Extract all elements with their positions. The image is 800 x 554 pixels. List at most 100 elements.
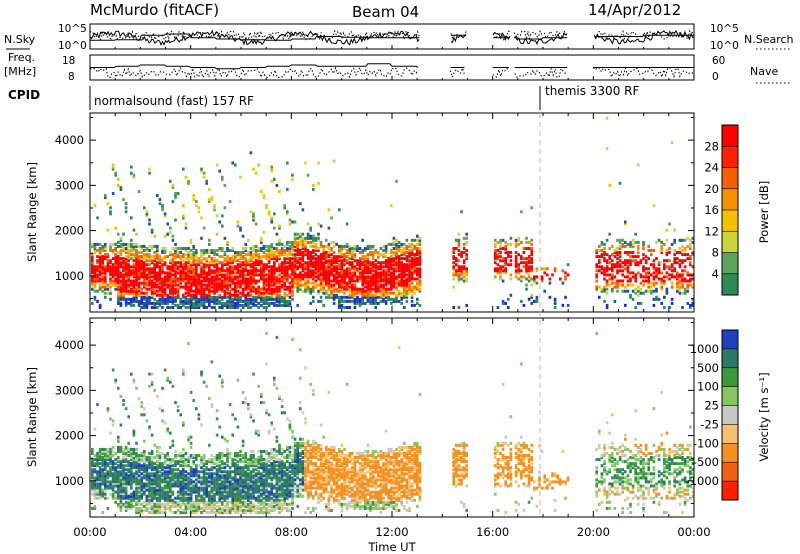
data-cell [122, 496, 125, 500]
data-cell [317, 271, 320, 275]
data-cell [218, 306, 221, 309]
data-cell [122, 470, 125, 474]
data-cell [114, 255, 117, 259]
data-cell [356, 289, 359, 293]
data-cell [176, 494, 180, 498]
data-cell [686, 285, 689, 289]
data-cell [244, 273, 247, 277]
data-cell [98, 283, 102, 287]
data-cell [192, 502, 195, 506]
data-cell [322, 273, 325, 277]
data-cell [340, 306, 344, 309]
data-cell [262, 291, 266, 295]
data-cell [93, 476, 97, 480]
data-cell [179, 257, 182, 261]
data-cell [400, 277, 403, 281]
data-cell [317, 299, 320, 303]
data-cell [213, 261, 216, 265]
data-cell [119, 498, 123, 502]
data-cell [124, 297, 128, 301]
data-cell [223, 236, 227, 240]
data-cell [286, 265, 289, 269]
data-cell [382, 297, 385, 301]
data-cell [143, 460, 146, 464]
data-cell [96, 265, 99, 269]
data-cell [413, 244, 416, 248]
data-cell [348, 271, 351, 275]
data-cell [275, 297, 279, 301]
data-cell [314, 271, 318, 275]
data-cell [114, 480, 117, 484]
data-cell [275, 183, 279, 187]
data-cell [104, 253, 107, 257]
data-cell [369, 247, 372, 250]
data-cell [197, 303, 201, 307]
data-cell [109, 447, 112, 451]
data-cell [195, 478, 198, 482]
data-cell [221, 177, 224, 181]
data-cell [184, 267, 188, 271]
data-cell [600, 267, 604, 271]
data-cell [176, 474, 180, 478]
data-cell [501, 279, 505, 283]
data-cell [335, 293, 338, 297]
data-cell [543, 271, 546, 275]
data-cell [182, 253, 185, 257]
data-cell [114, 273, 117, 277]
data-cell [182, 492, 185, 496]
data-cell [148, 249, 151, 252]
data-cell [93, 277, 97, 281]
data-cell [98, 247, 102, 250]
data-cell [533, 279, 536, 283]
data-cell [200, 301, 203, 305]
data-cell [184, 299, 188, 303]
data-cell [226, 240, 229, 244]
data-cell [353, 267, 357, 271]
data-cell [335, 273, 338, 277]
data-cell [499, 259, 502, 263]
data-cell [195, 271, 198, 275]
data-cell [530, 293, 533, 297]
data-cell [236, 224, 240, 228]
data-cell [156, 283, 159, 287]
data-cell [223, 269, 227, 273]
data-cell [673, 238, 676, 242]
data-cell [223, 279, 227, 283]
data-cell [200, 511, 203, 514]
data-cell [202, 287, 206, 291]
data-cell [161, 490, 164, 494]
data-cell [637, 244, 640, 248]
data-cell [93, 506, 97, 510]
data-cell [499, 244, 502, 248]
data-cell [283, 293, 286, 297]
data-cell [148, 488, 151, 492]
data-cell [530, 249, 533, 252]
data-cell [603, 285, 606, 289]
data-cell [215, 511, 219, 514]
data-cell [179, 413, 182, 417]
data-cell [559, 277, 562, 281]
data-cell [106, 409, 110, 413]
data-cell [153, 490, 156, 494]
data-cell [650, 289, 653, 293]
data-cell [202, 291, 206, 295]
data-cell [223, 293, 227, 297]
data-cell [345, 295, 349, 299]
data-cell [338, 279, 341, 283]
data-cell [283, 301, 286, 305]
data-cell [514, 261, 518, 265]
data-cell [338, 271, 341, 275]
data-cell [135, 291, 138, 295]
data-cell [286, 261, 289, 265]
data-cell [122, 289, 125, 293]
data-cell [202, 506, 206, 510]
data-cell [221, 283, 224, 287]
data-cell [668, 247, 671, 250]
data-cell [392, 275, 396, 279]
data-cell [140, 299, 143, 303]
data-cell [208, 496, 211, 500]
data-cell [117, 232, 120, 236]
data-cell [319, 257, 323, 261]
data-cell [410, 251, 414, 254]
data-cell [670, 301, 674, 305]
